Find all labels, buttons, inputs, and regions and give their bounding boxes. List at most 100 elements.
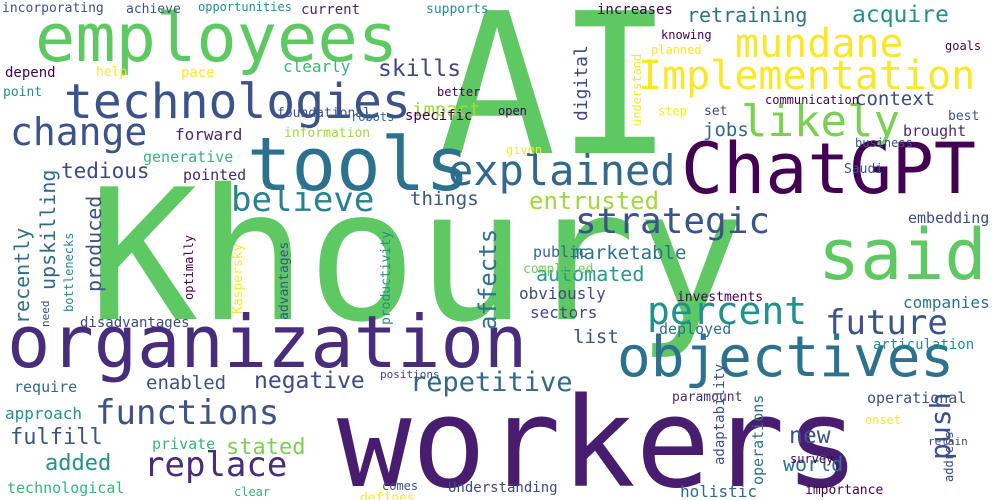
word-survey: survey <box>790 452 834 466</box>
word-things: things <box>410 188 479 210</box>
word-best: best <box>948 109 980 124</box>
word-achieve: achieve <box>126 2 181 17</box>
word-operations: operations <box>749 394 767 485</box>
word-fulfill: fulfill <box>10 425 103 450</box>
word-information: information <box>284 126 371 141</box>
word-brought: brought <box>903 122 967 140</box>
word-skills: skills <box>378 56 462 82</box>
word-employees: employees <box>35 0 399 77</box>
word-supports: supports <box>426 2 489 17</box>
word-technologies: technologies <box>64 74 411 130</box>
word-articulation: articulation <box>873 337 975 353</box>
word-advantages: advantages <box>277 241 292 320</box>
word-communication: communication <box>765 93 859 107</box>
word-business: business <box>855 136 913 150</box>
word-ai: AI <box>438 0 675 200</box>
word-implementation: Implementation <box>638 53 976 99</box>
word-generative: generative <box>143 148 234 166</box>
word-jobs: jobs <box>703 119 749 141</box>
word-pointed: pointed <box>183 166 247 184</box>
word-clearly: clearly <box>283 57 351 76</box>
word-understand: understand <box>630 53 644 126</box>
word-functions: functions <box>95 393 280 433</box>
word-acquire: acquire <box>852 2 949 28</box>
word-affects: affects <box>474 228 502 330</box>
word-adaptability: adaptability <box>712 363 728 465</box>
word-disadvantages: disadvantages <box>80 315 190 331</box>
word-completed: completed <box>523 262 594 277</box>
word-list: list <box>573 326 619 348</box>
word-importance: importance <box>805 483 884 498</box>
word-depend: depend <box>5 65 56 81</box>
word-enabled: enabled <box>146 372 227 394</box>
word-comes: comes <box>382 479 419 493</box>
word-onset: onset <box>865 413 902 427</box>
word-better: better <box>437 85 481 99</box>
word-saudi: Saudi <box>844 162 884 177</box>
word-public: public <box>533 243 588 261</box>
word-private: private <box>152 435 216 453</box>
word-produced: produced <box>82 195 106 292</box>
word-obviously: obviously <box>519 284 606 303</box>
word-repetitive: repetitive <box>410 367 573 398</box>
word-khoury: Khoury <box>88 150 746 362</box>
word-explained: explained <box>448 146 676 195</box>
word-help: help <box>96 65 128 80</box>
word-defines: defines <box>360 491 415 500</box>
word-objectives: objectives <box>617 325 955 390</box>
word-automated: automated <box>536 262 645 286</box>
word-positions: positions <box>380 368 440 381</box>
word-incorporating: incorporating <box>2 1 104 16</box>
word-optimally: optimally <box>182 234 196 300</box>
word-current: current <box>301 2 361 18</box>
word-opportunities: opportunities <box>198 0 292 14</box>
word-stated: stated <box>226 435 306 460</box>
word-given: given <box>506 143 543 157</box>
word-approach: approach <box>5 404 83 423</box>
word-believe: believe <box>231 180 375 220</box>
word-retraining: retraining <box>687 3 808 27</box>
word-point: point <box>3 85 43 100</box>
word-impact: impact <box>412 99 481 121</box>
word-require: require <box>14 378 78 396</box>
word-need: need <box>39 300 52 328</box>
word-new: new <box>789 423 831 449</box>
word-likely: likely <box>741 96 900 147</box>
word-future: future <box>825 303 948 343</box>
word-deployed: deployed <box>659 320 732 338</box>
word-step: step <box>658 104 687 118</box>
word-set: set <box>704 104 728 119</box>
word-percent: percent <box>647 289 808 333</box>
word-productivity: productivity <box>379 231 394 325</box>
word-understanding: Understanding <box>448 480 558 496</box>
word-sectors: sectors <box>530 303 598 322</box>
word-paramount: paramount <box>672 390 743 405</box>
word-companies: companies <box>903 293 990 312</box>
word-operational: operational <box>867 389 967 407</box>
word-technological: technological <box>7 479 125 497</box>
word-strategic: strategic <box>575 201 771 242</box>
word-investments: investments <box>677 290 764 305</box>
word-clear: clear <box>234 485 271 499</box>
word-chatgpt: ChatGPT <box>681 128 977 210</box>
word-world: world <box>783 452 844 476</box>
word-foundational: foundational <box>277 106 371 121</box>
word-holistic: holistic <box>680 482 758 500</box>
word-knowing: knowing <box>661 28 712 42</box>
word-added: added <box>45 451 112 476</box>
word-kaspersky: Kaspersky <box>231 243 246 314</box>
word-embedding: embedding <box>908 209 990 227</box>
word-entrusted: entrusted <box>529 187 660 215</box>
word-mundane: mundane <box>735 21 904 67</box>
word-bottlenecks: bottlenecks <box>62 232 76 312</box>
word-retain: retain <box>928 435 968 448</box>
word-context: context <box>855 88 936 110</box>
word-increases: increases <box>597 2 673 18</box>
word-marketable: marketable <box>572 242 687 264</box>
word-tools: tools <box>247 122 470 208</box>
word-workers: workers <box>337 372 860 500</box>
word-said: said <box>818 214 987 296</box>
word-planned: planned <box>651 43 702 57</box>
word-tedious: tedious <box>61 159 150 183</box>
